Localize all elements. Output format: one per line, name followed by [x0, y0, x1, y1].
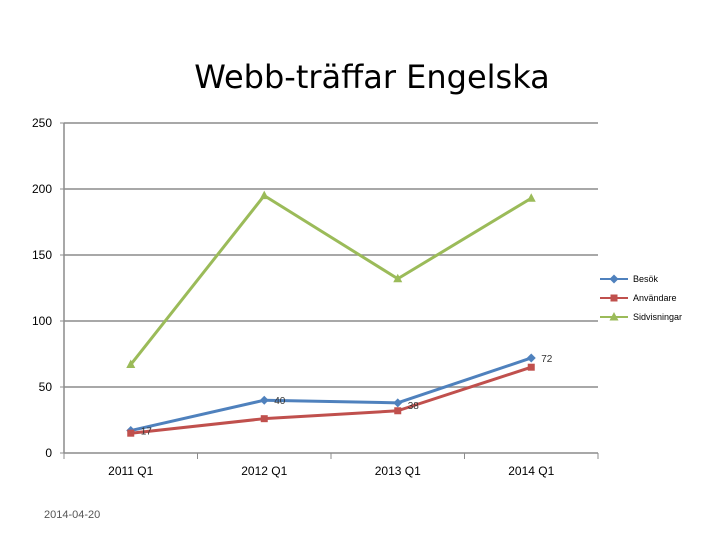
data-label: 17 [141, 427, 153, 438]
data-point [393, 398, 403, 408]
legend-label: Besök [633, 274, 659, 284]
legend-marker [609, 312, 619, 321]
legend-label: Sidvisningar [633, 312, 682, 322]
slide-date: 2014-04-20 [44, 509, 101, 521]
data-point [526, 193, 536, 202]
series-lines [126, 190, 536, 437]
y-tick-label: 100 [32, 314, 52, 328]
data-point [393, 273, 403, 283]
data-point [127, 429, 135, 437]
series-line-1 [130, 356, 532, 433]
chart-title: Webb-träffar Engelska [194, 58, 550, 96]
y-tick-label: 250 [32, 116, 52, 130]
x-tick-label: 2014 Q1 [508, 464, 554, 478]
series-line-2 [130, 365, 532, 435]
x-tick-label: 2012 Q1 [241, 464, 287, 478]
legend-marker [609, 274, 619, 284]
y-tick-label: 50 [39, 380, 53, 394]
data-point [126, 359, 136, 369]
y-tick-label: 200 [32, 182, 52, 196]
y-tick-label: 150 [32, 248, 52, 262]
data-label: 72 [541, 354, 553, 365]
data-point [259, 395, 269, 405]
axes: 0 50 100 150 200 250 2011 Q1 2012 Q1 2013 Q1 2014… [32, 116, 599, 478]
data-label: 38 [408, 401, 420, 412]
series-line-3 [129, 194, 533, 366]
x-tick-label: 2013 Q1 [375, 464, 421, 478]
legend-label: Användare [633, 293, 677, 303]
data-point [527, 363, 535, 371]
data-point [260, 415, 268, 423]
data-label: 40 [274, 396, 286, 407]
data-point [394, 407, 402, 415]
legend: Besök Användare Sidvisningar [600, 274, 682, 322]
data-labels: 17 40 38 72 [141, 354, 553, 438]
grid-lines [64, 122, 598, 388]
x-tick-label: 2011 Q1 [108, 464, 153, 478]
data-point [259, 190, 269, 200]
y-tick-label: 0 [45, 446, 52, 460]
data-point [526, 353, 536, 363]
legend-marker [610, 294, 618, 302]
